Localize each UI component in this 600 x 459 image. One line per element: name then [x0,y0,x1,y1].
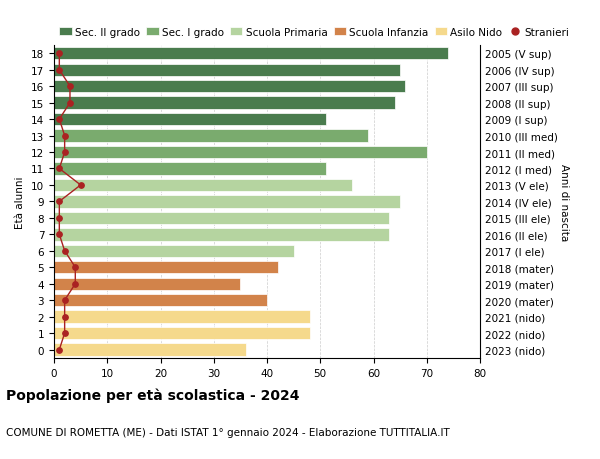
Point [60,330,70,337]
Point [55,116,64,123]
Point [55,215,64,222]
Point [55,198,64,206]
Y-axis label: Età alunni: Età alunni [16,176,25,228]
Bar [54,294,267,307]
Bar [54,114,326,126]
Point [71,264,80,271]
Point [60,133,70,140]
Bar [54,344,246,356]
Point [76,182,85,189]
Legend: Sec. II grado, Sec. I grado, Scuola Primaria, Scuola Infanzia, Asilo Nido, Stran: Sec. II grado, Sec. I grado, Scuola Prim… [59,28,569,38]
Bar [54,64,400,77]
Bar [54,327,310,340]
Bar [54,130,368,142]
Bar [54,245,293,257]
Bar [54,48,448,60]
Point [60,247,70,255]
Bar [54,229,389,241]
Point [65,100,75,107]
Point [55,50,64,58]
Bar [54,311,310,323]
Point [71,280,80,288]
Y-axis label: Anni di nascita: Anni di nascita [559,163,569,241]
Point [60,149,70,157]
Point [55,346,64,353]
Bar [54,278,241,290]
Point [60,313,70,321]
Point [55,67,64,74]
Point [65,83,75,90]
Point [55,165,64,173]
Point [55,231,64,239]
Bar [54,97,395,110]
Text: Popolazione per età scolastica - 2024: Popolazione per età scolastica - 2024 [6,388,299,403]
Bar [54,212,389,224]
Bar [54,179,352,192]
Bar [54,81,406,93]
Bar [54,262,278,274]
Bar [54,146,427,159]
Text: COMUNE DI ROMETTA (ME) - Dati ISTAT 1° gennaio 2024 - Elaborazione TUTTITALIA.IT: COMUNE DI ROMETTA (ME) - Dati ISTAT 1° g… [6,427,450,437]
Point [60,297,70,304]
Bar [54,163,326,175]
Bar [54,196,400,208]
